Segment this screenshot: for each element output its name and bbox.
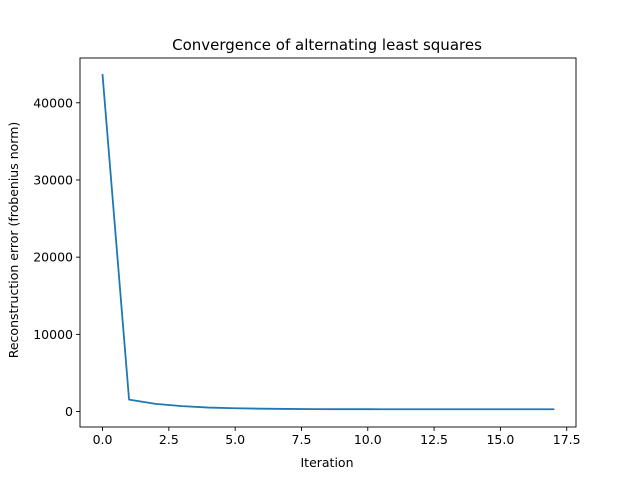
axes: 0.0 2.5 5.0 7.5 10.0 12.5 15.0 17.5 0 10000 20000 3… <box>33 57 581 447</box>
chart-title: Convergence of alternating least squares <box>172 36 482 54</box>
x-tick-label: 15.0 <box>486 432 514 447</box>
x-tick-label: 7.5 <box>292 432 312 447</box>
y-axis-label: Reconstruction error (frobenius norm) <box>6 122 21 359</box>
y-tick-label: 20000 <box>33 250 73 265</box>
x-tick-label: 0.0 <box>93 432 113 447</box>
x-tick-label: 12.5 <box>420 432 448 447</box>
axes-frame <box>79 57 577 428</box>
x-axis-label: Iteration <box>300 455 353 470</box>
x-tick-label: 17.5 <box>553 432 581 447</box>
x-tick-label: 2.5 <box>159 432 179 447</box>
y-tick-label: 40000 <box>33 95 73 110</box>
x-tick-label: 10.0 <box>354 432 382 447</box>
y-tick-label: 10000 <box>33 327 73 342</box>
plot-area <box>101 74 555 411</box>
y-tick-label: 30000 <box>33 172 73 187</box>
x-tick-label: 5.0 <box>225 432 245 447</box>
y-tick-label: 0 <box>65 404 73 419</box>
series-line-0 <box>101 74 555 411</box>
